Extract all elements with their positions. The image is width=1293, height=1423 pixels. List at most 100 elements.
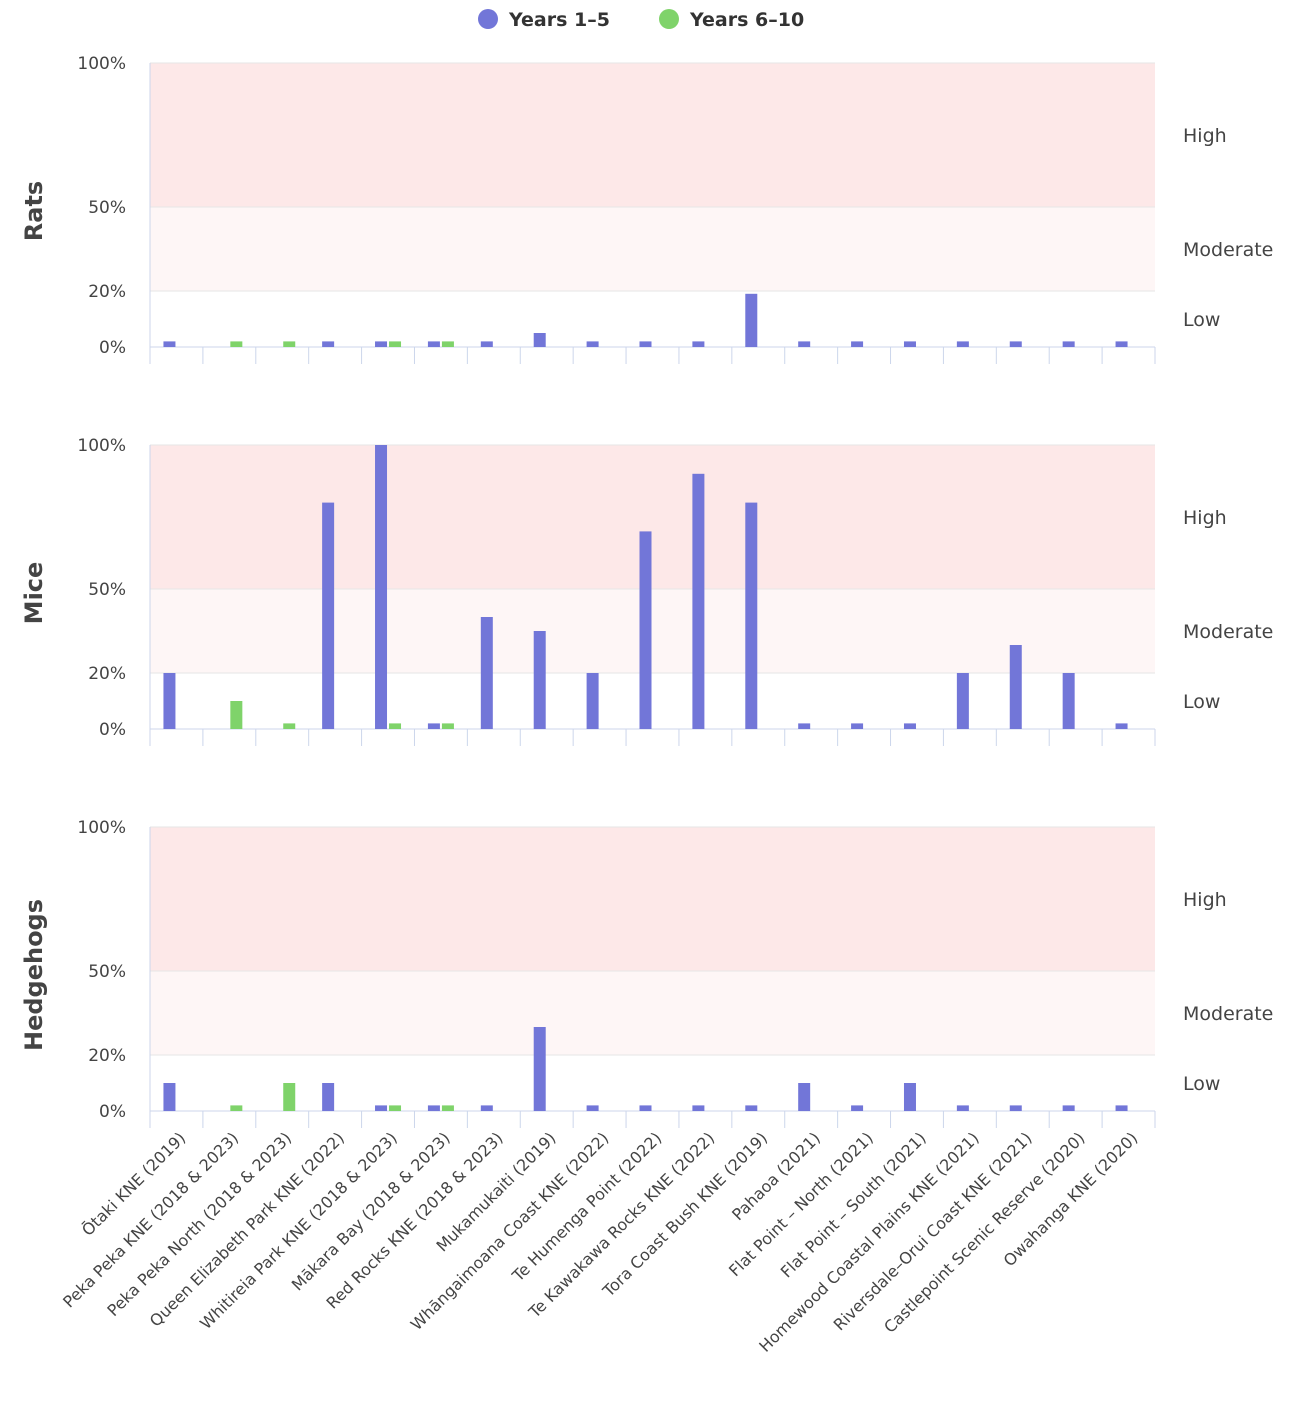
mice-bar-s1-c1 [163,673,176,729]
rats-bar-s1-c19 [1115,341,1128,347]
hedgehogs-bar-s1-c9 [586,1105,599,1111]
mice-y-tick-20: 20% [88,664,126,684]
mice-bar-s1-c5 [375,445,388,729]
hedgehogs-bar-s1-c10 [639,1105,652,1111]
rats-bar-s1-c9 [586,341,599,347]
rats-band-high [150,63,1155,207]
hedgehogs-band-low [150,1055,1155,1111]
mice-bar-s1-c4 [322,502,335,729]
rats-band-label-low: Low [1183,309,1220,331]
mice-bar-s1-c15 [903,723,916,729]
rats-bar-s1-c16 [956,341,969,347]
rats-bar-s1-c13 [798,341,811,347]
rats-bar-s1-c18 [1062,341,1075,347]
mice-bar-s1-c8 [533,631,546,729]
mice-bar-s1-c13 [798,723,811,729]
rats-bar-s1-c4 [322,341,335,347]
mice-bar-s1-c16 [956,673,969,729]
hedgehogs-bar-s1-c6 [427,1105,440,1111]
hedgehogs-bar-s2-c6 [441,1105,454,1111]
rats-y-tick-100: 100% [77,54,126,74]
rats-bar-s1-c1 [163,341,176,347]
category-label-4: Queen Elizabeth Park KNE (2022) [146,1128,348,1330]
mice-bar-s2-c2 [230,701,243,729]
mice-bar-s2-c5 [389,723,402,729]
rats-panel-title: Rats [20,181,48,241]
hedgehogs-bar-s2-c3 [283,1083,296,1111]
mice-bar-s1-c14 [851,723,864,729]
mice-panel-title: Mice [20,562,48,625]
mice-bar-s1-c10 [639,531,652,729]
mice-band-moderate [150,589,1155,673]
rats-bar-s1-c10 [639,341,652,347]
rats-band-moderate [150,207,1155,291]
mice-bar-s2-c3 [283,723,296,729]
rats-band-low [150,291,1155,347]
mice-bar-s1-c9 [586,673,599,729]
rats-bar-s1-c14 [851,341,864,347]
hedgehogs-panel-title: Hedgehogs [20,899,48,1051]
rats-y-tick-0: 0% [99,338,126,358]
rats-bar-s1-c8 [533,333,546,347]
mice-y-tick-50: 50% [88,580,126,600]
hedgehogs-bar-s1-c1 [163,1083,176,1111]
hedgehogs-band-moderate [150,971,1155,1055]
mice-bar-s1-c6 [427,723,440,729]
rats-bar-s1-c11 [692,341,705,347]
legend-marker-1 [478,9,498,29]
hedgehogs-bar-s1-c18 [1062,1105,1075,1111]
rats-bar-s1-c5 [375,341,388,347]
category-label-17: Riversdale–Orui Coast KNE (2021) [830,1128,1036,1334]
rats-y-tick-20: 20% [88,282,126,302]
rats-bar-s1-c7 [480,341,493,347]
legend-label-1: Years 1–5 [508,9,610,31]
rats-bar-s2-c3 [283,341,296,347]
mice-bar-s1-c19 [1115,723,1128,729]
rats-bar-s1-c12 [745,293,758,347]
hedgehogs-bar-s1-c8 [533,1027,546,1111]
mice-bar-s1-c18 [1062,673,1075,729]
hedgehogs-band-high [150,827,1155,971]
mice-band-label-low: Low [1183,691,1220,713]
rats-bar-s1-c6 [427,341,440,347]
mice-y-tick-0: 0% [99,720,126,740]
category-label-11: Te Kawakawa Rocks KNE (2022) [524,1128,718,1322]
hedgehogs-band-label-moderate: Moderate [1183,1003,1273,1025]
mice-bar-s1-c7 [480,617,493,729]
mice-bar-s1-c17 [1009,645,1022,729]
hedgehogs-bar-s1-c7 [480,1105,493,1111]
hedgehogs-bar-s1-c17 [1009,1105,1022,1111]
rats-bar-s2-c6 [441,341,454,347]
hedgehogs-bar-s1-c12 [745,1105,758,1111]
rats-bar-s2-c2 [230,341,243,347]
mice-bar-s1-c12 [745,502,758,729]
hedgehogs-y-tick-50: 50% [88,962,126,982]
hedgehogs-y-tick-20: 20% [88,1046,126,1066]
hedgehogs-bar-s1-c16 [956,1105,969,1111]
rats-bar-s1-c17 [1009,341,1022,347]
rats-y-tick-50: 50% [88,198,126,218]
rats-bar-s1-c15 [903,341,916,347]
mice-band-high [150,445,1155,589]
hedgehogs-bar-s2-c2 [230,1105,243,1111]
legend-label-2: Years 6–10 [689,9,804,31]
category-label-5: Whitireia Park KNE (2018 & 2023) [196,1128,401,1333]
mice-band-low [150,673,1155,729]
mice-y-tick-100: 100% [77,436,126,456]
hedgehogs-band-label-high: High [1183,889,1227,911]
rats-band-label-high: High [1183,125,1227,147]
mice-band-label-high: High [1183,507,1227,529]
rats-bar-s2-c5 [389,341,402,347]
rats-band-label-moderate: Moderate [1183,239,1273,261]
mice-bar-s1-c11 [692,473,705,729]
hedgehogs-bar-s1-c11 [692,1105,705,1111]
legend-marker-2 [659,9,679,29]
hedgehogs-bar-s1-c19 [1115,1105,1128,1111]
hedgehogs-y-tick-100: 100% [77,818,126,838]
mice-band-label-moderate: Moderate [1183,621,1273,643]
hedgehogs-bar-s2-c5 [389,1105,402,1111]
mice-bar-s2-c6 [441,723,454,729]
hedgehogs-y-tick-0: 0% [99,1102,126,1122]
